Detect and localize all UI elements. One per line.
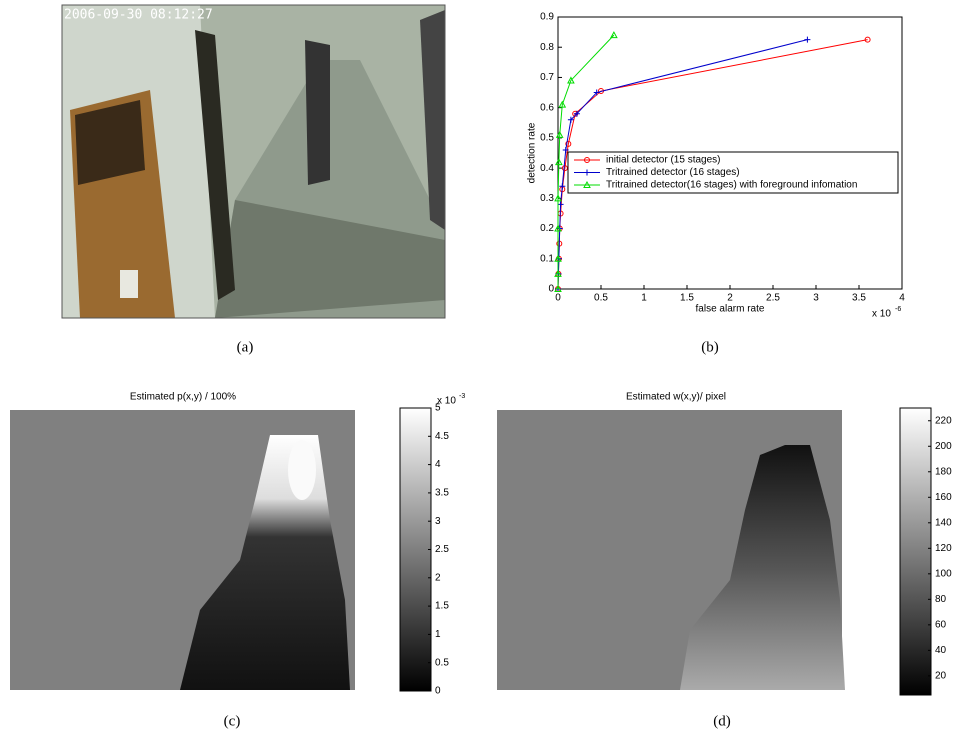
colorbar-tick-label: 20 xyxy=(935,671,947,682)
legend-label: initial detector (15 stages) xyxy=(606,155,721,166)
y-axis-label: detection rate xyxy=(527,122,538,183)
heatmap-image xyxy=(10,410,355,690)
y-tick-label: 0.1 xyxy=(540,253,554,264)
legend xyxy=(567,151,899,194)
marker xyxy=(557,201,564,208)
colorbar-tick-label: 1.5 xyxy=(435,601,449,612)
marker xyxy=(558,100,567,108)
colorbar-tick-label: 1 xyxy=(435,629,441,640)
colorbar-tick-label: 5 xyxy=(435,403,441,414)
marker xyxy=(583,180,591,188)
y-tick-label: 0.6 xyxy=(540,102,554,113)
colorbar-tick-label: 220 xyxy=(935,415,952,426)
y-tick-label: 0.8 xyxy=(540,42,554,53)
x-tick-label: 2 xyxy=(727,293,733,304)
colorbar-tick-label: 140 xyxy=(935,517,952,528)
marker xyxy=(610,31,618,39)
x-tick-label: 2.5 xyxy=(766,293,780,304)
marker xyxy=(567,116,574,123)
colorbar-tick-label: 0.5 xyxy=(435,657,449,668)
caption: (a) xyxy=(237,339,254,355)
marker xyxy=(554,224,562,232)
x-tick-label: 3.5 xyxy=(852,293,866,304)
x-tick-label: 0 xyxy=(555,293,561,304)
y-tick-label: 0 xyxy=(548,284,554,295)
legend-label: Tritrained detector (16 stages) xyxy=(606,167,740,178)
caption: (c) xyxy=(224,713,241,729)
marker xyxy=(554,194,562,202)
marker xyxy=(555,158,563,166)
marker xyxy=(804,36,811,43)
colorbar-tick-label: 40 xyxy=(935,645,947,656)
series-line xyxy=(557,34,615,289)
marker xyxy=(565,140,572,147)
y-tick-label: 0.3 xyxy=(540,193,554,204)
marker xyxy=(554,254,562,262)
colorbar-tick-label: 2 xyxy=(435,572,441,583)
x-tick-label: 1.5 xyxy=(680,293,694,304)
y-tick-label: 0.2 xyxy=(540,223,554,234)
x-tick-label: 4 xyxy=(899,293,905,304)
colorbar-multiplier: x 10 xyxy=(437,396,456,407)
legend-label: Tritrained detector(16 stages) with fore… xyxy=(606,180,857,191)
marker xyxy=(567,76,575,84)
y-tick-label: 0.7 xyxy=(540,72,554,83)
caption: (d) xyxy=(713,713,731,729)
marker xyxy=(562,146,569,153)
marker xyxy=(555,130,564,138)
colorbar-tick-label: 100 xyxy=(935,568,952,579)
axis-multiplier: x 10 xyxy=(872,309,891,320)
heatmap-title: Estimated p(x,y) / 100% xyxy=(130,392,236,403)
marker xyxy=(584,157,590,163)
marker xyxy=(559,183,566,190)
x-axis-label: false alarm rate xyxy=(696,304,765,315)
heatmap-image xyxy=(497,410,845,690)
colorbar-tick-label: 120 xyxy=(935,543,952,554)
y-tick-label: 0.9 xyxy=(540,12,554,23)
y-tick-label: 0.5 xyxy=(540,133,554,144)
colorbar xyxy=(899,407,932,696)
heatmap-title: Estimated w(x,y)/ pixel xyxy=(626,392,726,403)
colorbar-tick-label: 0 xyxy=(435,686,441,697)
photo: 2006-09-30 08:12:27 xyxy=(61,4,446,319)
marker xyxy=(573,110,580,117)
colorbar-tick-label: 180 xyxy=(935,466,952,477)
marker xyxy=(864,36,871,43)
marker xyxy=(561,165,568,172)
colorbar-tick-label: 4.5 xyxy=(435,431,449,442)
colorbar-multiplier-exp: -3 xyxy=(459,393,465,400)
x-tick-label: 0.5 xyxy=(594,293,608,304)
marker xyxy=(584,169,590,176)
x-tick-label: 1 xyxy=(641,293,647,304)
caption: (b) xyxy=(701,339,719,355)
colorbar-tick-label: 200 xyxy=(935,441,952,452)
colorbar xyxy=(399,407,432,692)
marker xyxy=(593,89,600,96)
y-tick-label: 0.4 xyxy=(540,163,554,174)
colorbar-tick-label: 3.5 xyxy=(435,488,449,499)
marker xyxy=(554,269,562,277)
axis-multiplier-exp: -6 xyxy=(895,306,901,313)
x-tick-label: 3 xyxy=(813,293,819,304)
colorbar-tick-label: 160 xyxy=(935,492,952,503)
colorbar-tick-label: 2.5 xyxy=(435,544,449,555)
timestamp: 2006-09-30 08:12:27 xyxy=(64,8,213,23)
marker xyxy=(554,284,562,292)
colorbar-tick-label: 3 xyxy=(435,516,441,527)
colorbar-tick-label: 80 xyxy=(935,594,947,605)
colorbar-tick-label: 4 xyxy=(435,459,441,470)
colorbar-tick-label: 60 xyxy=(935,619,947,630)
